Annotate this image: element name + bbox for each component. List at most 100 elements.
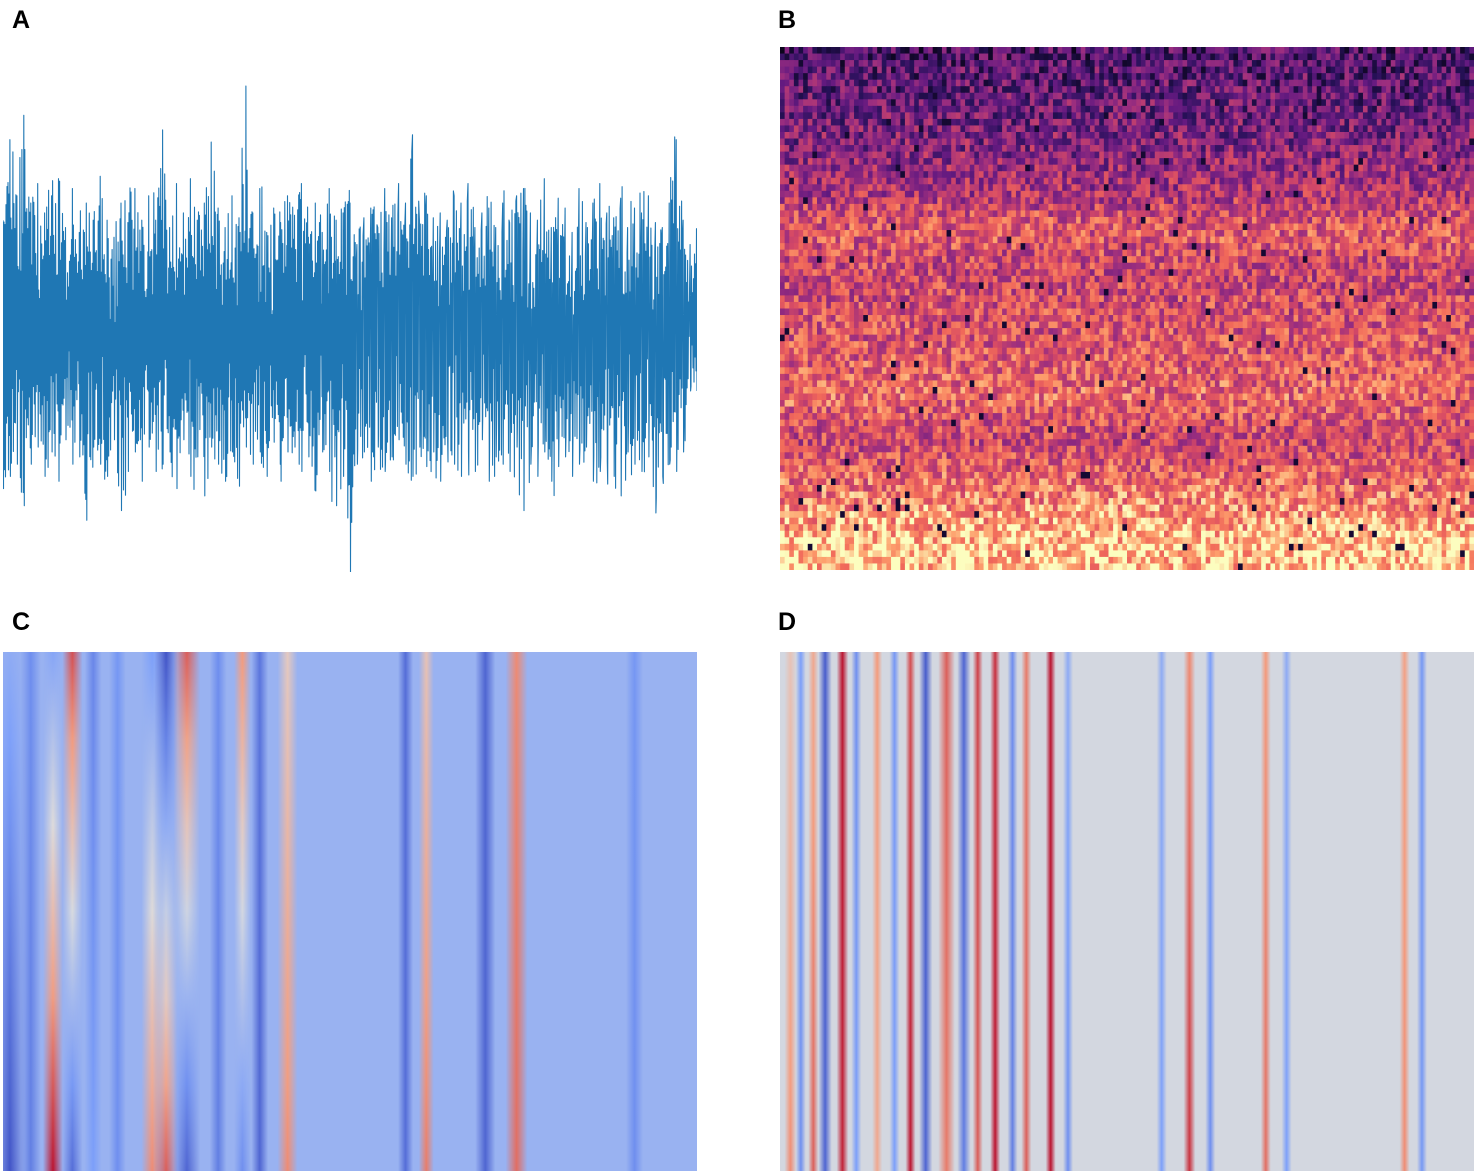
spectrogram-cell [1265, 203, 1272, 212]
spectrogram-cell [1015, 145, 1022, 153]
spectrogram-cell [844, 262, 850, 270]
spectrogram-cell [1057, 73, 1063, 81]
spectrogram-cell [1441, 197, 1447, 205]
spectrogram-cell [1330, 86, 1336, 94]
spectrogram-cell [900, 47, 906, 55]
spectrogram-cell [1006, 73, 1012, 81]
spectrogram-cell [1316, 131, 1322, 140]
spectrogram-cell [1247, 249, 1253, 257]
spectrogram-cell [997, 105, 1003, 113]
spectrogram-cell [835, 145, 841, 153]
spectrogram-cell [960, 112, 966, 120]
spectrogram-cell [960, 256, 966, 264]
spectrogram-cell [1154, 53, 1160, 61]
spectrogram-cell [1450, 112, 1457, 120]
spectrogram-cell [1423, 125, 1429, 133]
spectrogram-cell [988, 164, 994, 172]
spectrogram-cell [1150, 216, 1156, 225]
spectrogram-cell [1460, 230, 1466, 238]
spectrogram-cell [1395, 216, 1401, 225]
spectrogram-cell [1432, 171, 1438, 179]
spectrogram-cell [974, 256, 980, 264]
spectrogram-cell [854, 184, 860, 192]
spectrogram-cell [1399, 249, 1406, 257]
spectrogram-cell [918, 203, 925, 212]
spectrogram-cell [1344, 210, 1350, 218]
spectrogram-cell [1062, 60, 1068, 68]
spectrogram-cell [1325, 177, 1332, 185]
spectrogram-cell [1159, 92, 1165, 100]
spectrogram-cell [1094, 256, 1100, 264]
spectrogram-cell [1436, 164, 1443, 172]
spectrogram-cell [1446, 184, 1452, 192]
spectrogram-cell [803, 79, 809, 87]
spectrogram-cell [1441, 158, 1447, 166]
spectrogram-cell [1043, 177, 1049, 185]
spectrogram-cell [1298, 118, 1304, 127]
spectrogram-cell [1029, 256, 1036, 264]
spectrogram-cell [1062, 131, 1068, 140]
spectrogram-cell [1201, 92, 1207, 100]
spectrogram-cell [923, 105, 929, 113]
spectrogram-cell [798, 131, 804, 140]
spectrogram-cell [988, 92, 994, 100]
spectrogram-cell [1446, 105, 1452, 113]
spectrogram-cell [1066, 164, 1073, 172]
spectrogram-cell [1210, 73, 1216, 81]
spectrogram-cell [900, 236, 906, 244]
spectrogram-cell [1071, 92, 1077, 100]
spectrogram-cell [1284, 118, 1290, 127]
spectrogram-cell [1099, 223, 1105, 231]
spectrogram-cell [1450, 177, 1457, 185]
spectrogram-cell [1251, 256, 1258, 264]
spectrogram-cell [854, 92, 860, 100]
spectrogram-cell [1362, 164, 1369, 172]
spectrogram-cell [1316, 223, 1322, 231]
spectrogram-cell [1006, 164, 1012, 172]
spectrogram-cell [821, 249, 827, 257]
spectrogram-cell [1020, 131, 1026, 140]
spectrogram-cell [863, 177, 869, 185]
spectrogram-cell [780, 190, 786, 198]
spectrogram-cell [1048, 158, 1054, 166]
spectrogram-cell [955, 73, 962, 81]
spectrogram-cell [1089, 230, 1096, 238]
spectrogram-cell [969, 99, 975, 107]
spectrogram-cell [918, 190, 925, 198]
spectrogram-cell [960, 223, 966, 231]
spectrogram-cell [1298, 158, 1304, 166]
spectrogram-cell [974, 92, 980, 100]
spectrogram-cell [1275, 125, 1281, 133]
spectrogram-cell [1432, 184, 1438, 192]
spectrogram-cell [1182, 171, 1188, 179]
spectrogram-cell [1325, 118, 1332, 127]
spectrogram-cell [1390, 249, 1396, 257]
spectrogram-cell [1201, 105, 1207, 113]
spectrogram-cell [1039, 203, 1045, 212]
spectrogram-cell [1210, 236, 1216, 244]
spectrogram-cell [1173, 171, 1179, 179]
spectrogram-cell [1460, 125, 1466, 133]
spectrogram-cell [1150, 151, 1156, 159]
spectrogram-cell [895, 171, 901, 179]
spectrogram-cell [1464, 53, 1470, 61]
spectrogram-cell [1122, 125, 1128, 133]
spectrogram-cell [840, 66, 846, 74]
spectrogram-cell [951, 262, 957, 270]
spectrogram-cell [928, 197, 934, 205]
spectrogram-cell [1085, 131, 1091, 140]
spectrogram-cell [1404, 105, 1410, 113]
spectrogram-cell [1150, 138, 1156, 146]
spectrogram-cell [900, 197, 906, 205]
spectrogram-cell [854, 249, 860, 257]
spectrogram-cell [997, 164, 1003, 172]
spectrogram-cell [1455, 171, 1461, 179]
spectrogram-cell [1372, 171, 1378, 179]
spectrogram-cell [812, 53, 818, 61]
spectrogram-cell [1307, 236, 1313, 244]
spectrogram-cell [895, 138, 901, 146]
spectrogram-cell [1427, 223, 1433, 231]
spectrogram-cell [1127, 151, 1133, 159]
spectrogram-cell [1219, 60, 1225, 68]
spectrogram-cell [946, 131, 952, 140]
